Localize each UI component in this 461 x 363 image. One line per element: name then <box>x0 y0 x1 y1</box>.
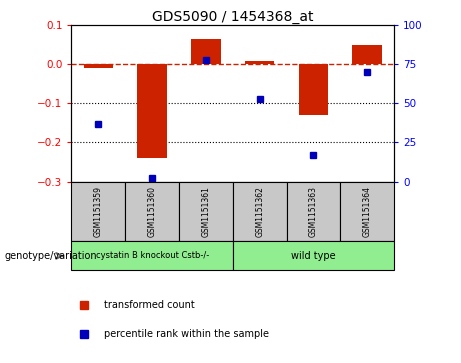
Text: GSM1151359: GSM1151359 <box>94 186 103 237</box>
Title: GDS5090 / 1454368_at: GDS5090 / 1454368_at <box>152 11 313 24</box>
Bar <box>83 65 113 68</box>
Bar <box>191 39 221 65</box>
Bar <box>287 182 340 241</box>
Bar <box>125 182 179 241</box>
Bar <box>71 241 233 270</box>
Bar <box>340 182 394 241</box>
Bar <box>179 182 233 241</box>
Text: cystatin B knockout Cstb-/-: cystatin B knockout Cstb-/- <box>95 252 209 260</box>
Text: percentile rank within the sample: percentile rank within the sample <box>104 329 269 339</box>
Text: wild type: wild type <box>291 251 336 261</box>
Bar <box>245 61 274 65</box>
Bar <box>71 182 125 241</box>
Bar <box>233 182 287 241</box>
Text: GSM1151360: GSM1151360 <box>148 186 157 237</box>
Text: GSM1151361: GSM1151361 <box>201 186 210 237</box>
Text: GSM1151364: GSM1151364 <box>363 186 372 237</box>
Bar <box>299 65 328 115</box>
Bar <box>233 241 394 270</box>
Text: GSM1151362: GSM1151362 <box>255 186 264 237</box>
Bar <box>137 65 167 158</box>
Text: GSM1151363: GSM1151363 <box>309 186 318 237</box>
Text: transformed count: transformed count <box>104 300 195 310</box>
Bar <box>353 45 382 65</box>
Text: genotype/variation: genotype/variation <box>5 251 97 261</box>
